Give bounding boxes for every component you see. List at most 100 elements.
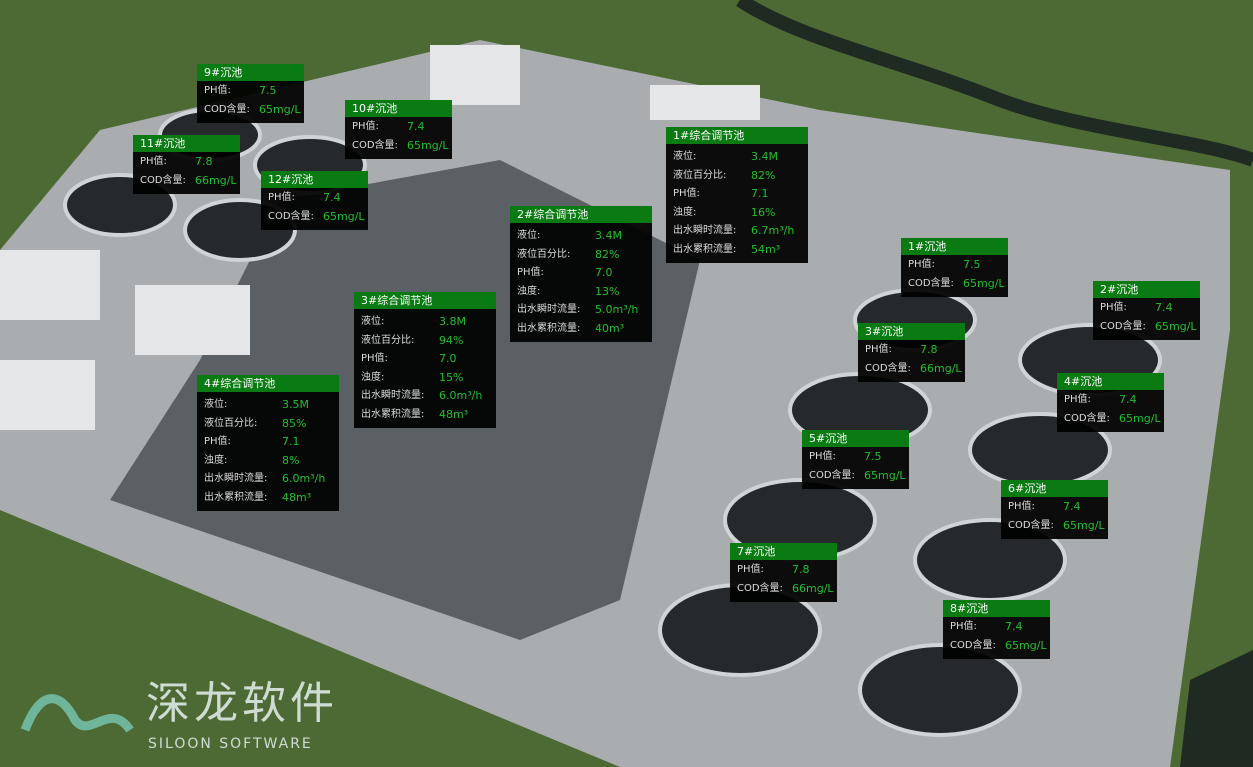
field-value: 7.4 xyxy=(1005,620,1023,633)
regulating-tank-panel[interactable]: 2#综合调节池 液位: 3.4M 液位百分比: 82% PH值: 7.0 浊度: 13% 出水瞬时… xyxy=(510,206,652,342)
field-value: 3.4M xyxy=(595,229,622,242)
logo-en: SILOON SOFTWARE xyxy=(148,736,313,752)
field-value: 7.4 xyxy=(323,191,341,204)
field-value: 7.1 xyxy=(282,435,300,448)
data-row: COD含量: 65mg/L xyxy=(1093,317,1200,336)
field-label: 出水瞬时流量: xyxy=(361,390,425,401)
panel-title: 11#沉池 xyxy=(133,135,240,152)
field-value: 7.4 xyxy=(1063,500,1081,513)
settling-tank-panel[interactable]: 3#沉池 PH值: 7.8 COD含量: 66mg/L xyxy=(858,323,965,382)
data-row: 浊度: 16% xyxy=(666,204,808,223)
field-label: PH值: xyxy=(268,192,295,203)
field-value: 82% xyxy=(751,168,776,182)
data-row: PH值: 7.4 xyxy=(1001,497,1108,516)
data-row: 浊度: 8% xyxy=(197,452,339,471)
regulating-tank-panel[interactable]: 3#综合调节池 液位: 3.8M 液位百分比: 94% PH值: 7.0 浊度: 15% 出水瞬时… xyxy=(354,292,496,428)
field-value: 13% xyxy=(595,284,620,298)
field-label: PH值: xyxy=(809,451,836,462)
field-value: 7.0 xyxy=(595,266,613,279)
field-label: COD含量: xyxy=(950,640,996,651)
regulating-tank-panel[interactable]: 4#综合调节池 液位: 3.5M 液位百分比: 85% PH值: 7.1 浊度: 8% 出水瞬时流… xyxy=(197,375,339,511)
settling-tank-panel[interactable]: 9#沉池 PH值: 7.5 COD含量: 65mg/L xyxy=(197,64,304,123)
panel-title: 12#沉池 xyxy=(261,171,368,188)
field-value: 65mg/L xyxy=(864,469,906,482)
data-row: 液位百分比: 85% xyxy=(197,415,339,434)
data-row: COD含量: 65mg/L xyxy=(197,100,304,119)
field-label: PH值: xyxy=(737,564,764,575)
settling-tank-panel[interactable]: 10#沉池 PH值: 7.4 COD含量: 65mg/L xyxy=(345,100,452,159)
field-label: COD含量: xyxy=(204,104,250,115)
settling-tank-panel[interactable]: 8#沉池 PH值: 7.4 COD含量: 65mg/L xyxy=(943,600,1050,659)
field-value: 7.5 xyxy=(259,84,277,97)
data-row: 出水瞬时流量: 6.0m³/h xyxy=(354,387,496,406)
data-row: COD含量: 65mg/L xyxy=(1057,409,1164,428)
settling-tank-panel[interactable]: 5#沉池 PH值: 7.5 COD含量: 65mg/L xyxy=(802,430,909,489)
field-value: 7.4 xyxy=(1155,301,1173,314)
field-label: 出水累积流量: xyxy=(204,491,268,503)
field-label: PH值: xyxy=(865,344,892,355)
panel-title: 8#沉池 xyxy=(943,600,1050,617)
field-value: 6.7m³/h xyxy=(751,224,795,237)
field-label: 出水累积流量: xyxy=(361,408,425,420)
settling-tank-panel[interactable]: 7#沉池 PH值: 7.8 COD含量: 66mg/L xyxy=(730,543,837,602)
settling-tank-panel[interactable]: 2#沉池 PH值: 7.4 COD含量: 65mg/L xyxy=(1093,281,1200,340)
settling-tank-panel[interactable]: 11#沉池 PH值: 7.8 COD含量: 66mg/L xyxy=(133,135,240,194)
panel-title: 3#综合调节池 xyxy=(354,292,496,309)
field-value: 7.8 xyxy=(792,563,810,576)
data-row: PH值: 7.4 xyxy=(1057,390,1164,409)
logo-cn: 深龙软件 xyxy=(146,678,338,729)
data-row: 浊度: 15% xyxy=(354,369,496,388)
data-row: PH值: 7.8 xyxy=(730,560,837,579)
field-label: PH值: xyxy=(950,621,977,632)
field-label: COD含量: xyxy=(1008,520,1054,531)
field-value: 7.4 xyxy=(1119,393,1137,406)
field-value: 65mg/L xyxy=(259,103,301,116)
settling-tank-panel[interactable]: 4#沉池 PH值: 7.4 COD含量: 65mg/L xyxy=(1057,373,1164,432)
field-value: 65mg/L xyxy=(323,210,365,223)
panel-title: 1#综合调节池 xyxy=(666,127,808,144)
data-row: COD含量: 65mg/L xyxy=(802,466,909,485)
regulating-tank-panel[interactable]: 1#综合调节池 液位: 3.4M 液位百分比: 82% PH值: 7.1 浊度: 16% 出水瞬时… xyxy=(666,127,808,263)
field-label: 液位: xyxy=(517,230,541,241)
data-row: 液位: 3.5M xyxy=(197,396,339,415)
data-row: 液位百分比: 94% xyxy=(354,332,496,351)
field-value: 40m³ xyxy=(595,321,625,335)
field-label: 液位: xyxy=(673,151,697,162)
field-label: 浊度: xyxy=(517,285,541,297)
panel-title: 1#沉池 xyxy=(901,238,1008,255)
field-label: 液位: xyxy=(204,399,228,410)
panel-title: 2#综合调节池 xyxy=(510,206,652,223)
field-label: COD含量: xyxy=(809,470,855,481)
field-value: 48m³ xyxy=(439,407,469,421)
field-label: 液位百分比: xyxy=(204,417,258,429)
panel-title: 6#沉池 xyxy=(1001,480,1108,497)
data-row: 液位: 3.4M xyxy=(666,148,808,167)
field-label: PH值: xyxy=(908,259,935,270)
field-label: COD含量: xyxy=(737,583,783,594)
data-row: COD含量: 66mg/L xyxy=(858,359,965,378)
field-label: PH值: xyxy=(1008,501,1035,512)
field-label: PH值: xyxy=(204,85,231,96)
field-value: 7.5 xyxy=(864,450,882,463)
data-row: 出水瞬时流量: 6.0m³/h xyxy=(197,470,339,489)
data-row: PH值: 7.8 xyxy=(858,340,965,359)
field-value: 65mg/L xyxy=(1005,639,1047,652)
field-value: 3.5M xyxy=(282,398,309,411)
field-value: 65mg/L xyxy=(963,277,1005,290)
field-value: 5.0m³/h xyxy=(595,303,639,316)
field-label: 浊度: xyxy=(361,371,385,383)
settling-tank-panel[interactable]: 1#沉池 PH值: 7.5 COD含量: 65mg/L xyxy=(901,238,1008,297)
settling-tank-panel[interactable]: 12#沉池 PH值: 7.4 COD含量: 65mg/L xyxy=(261,171,368,230)
data-row: PH值: 7.0 xyxy=(354,350,496,369)
field-value: 66mg/L xyxy=(792,582,834,595)
data-row: PH值: 7.4 xyxy=(943,617,1050,636)
field-label: 出水瞬时流量: xyxy=(517,304,581,315)
siloon-logo: 深龙软件 SILOON SOFTWARE xyxy=(20,680,334,752)
field-value: 48m³ xyxy=(282,490,312,504)
settling-tank-panel[interactable]: 6#沉池 PH值: 7.4 COD含量: 65mg/L xyxy=(1001,480,1108,539)
field-label: COD含量: xyxy=(1064,413,1110,424)
field-value: 3.4M xyxy=(751,150,778,163)
field-label: PH值: xyxy=(140,156,167,167)
field-label: 出水累积流量: xyxy=(517,322,581,334)
field-label: PH值: xyxy=(352,121,379,132)
